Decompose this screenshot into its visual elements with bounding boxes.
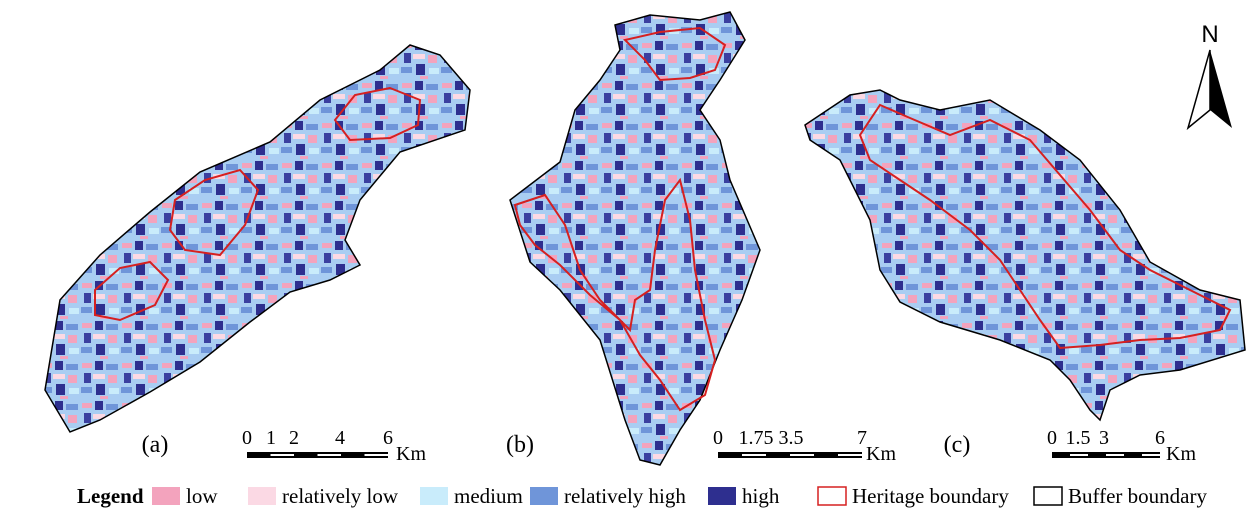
north-arrow xyxy=(1210,50,1232,128)
scale-bar-segment xyxy=(1142,454,1160,456)
legend-label: Buffer boundary xyxy=(1068,484,1207,508)
scale-bar-segment xyxy=(317,454,341,456)
legend-swatch xyxy=(152,487,180,505)
legend: low relatively low medium relatively high hi… xyxy=(152,484,1207,508)
scale-label: 0 xyxy=(1047,427,1057,449)
scale-unit: Km xyxy=(866,443,896,465)
scale-bar-segment xyxy=(364,454,388,456)
scale-label: 1 xyxy=(266,427,276,449)
legend-swatch xyxy=(817,486,847,506)
panel-label: (b) xyxy=(506,432,534,458)
scale-label: 6 xyxy=(383,427,393,449)
buffer-boundary xyxy=(509,11,761,466)
scale-bar-segment xyxy=(1106,454,1124,456)
legend-swatch xyxy=(248,487,276,505)
heritage-boundary xyxy=(513,177,717,412)
buffer-boundary xyxy=(804,89,1246,422)
panel-label: (c) xyxy=(944,432,971,458)
heritage-boundary xyxy=(623,26,727,82)
scale-label: 4 xyxy=(335,427,345,449)
heritage-boundary xyxy=(168,168,260,257)
buffer-boundary xyxy=(44,44,471,433)
scale-bars: (a) 0 1 2 4 6Km (b) 0 1.75 3.5 7Km (c) 0 1.5 3 6Km xyxy=(142,427,1197,465)
scale-bar-segment xyxy=(742,454,766,456)
heritage-boundary xyxy=(858,103,1232,350)
scale-label: 0 xyxy=(713,427,723,449)
legend-swatch xyxy=(420,487,448,505)
legend-label: Heritage boundary xyxy=(852,484,1009,508)
legend-label: high xyxy=(742,484,780,508)
scale-label: 3 xyxy=(1099,427,1109,449)
legend-label: low xyxy=(186,484,218,508)
legend-swatch xyxy=(1033,486,1063,506)
legend-label: relatively low xyxy=(282,484,399,508)
scale-bar-segment xyxy=(790,454,814,456)
scale-label: 1.5 xyxy=(1066,427,1091,449)
legend-title: Legend xyxy=(77,484,144,508)
heritage-boundary xyxy=(333,86,422,142)
legend-label: relatively high xyxy=(564,484,686,508)
north-arrow xyxy=(1186,49,1211,131)
scale-label: 6 xyxy=(1155,427,1165,449)
scale-label: 1.75 xyxy=(739,427,774,449)
scale-label: 3.5 xyxy=(779,427,804,449)
scale-unit: Km xyxy=(1166,443,1196,465)
scale-label: 7 xyxy=(857,427,867,449)
legend-label: medium xyxy=(454,484,523,508)
scale-bar-segment xyxy=(1070,454,1088,456)
scale-label: 0 xyxy=(242,427,252,449)
scale-bar-segment xyxy=(270,454,294,456)
scale-unit: Km xyxy=(396,443,426,465)
legend-swatch xyxy=(530,487,558,505)
legend-swatch xyxy=(708,487,736,505)
heritage-boundary xyxy=(94,260,170,322)
north-label: N xyxy=(1201,21,1218,48)
scale-label: 2 xyxy=(289,427,299,449)
panel-label: (a) xyxy=(142,432,169,458)
scale-bar-segment xyxy=(838,454,862,456)
